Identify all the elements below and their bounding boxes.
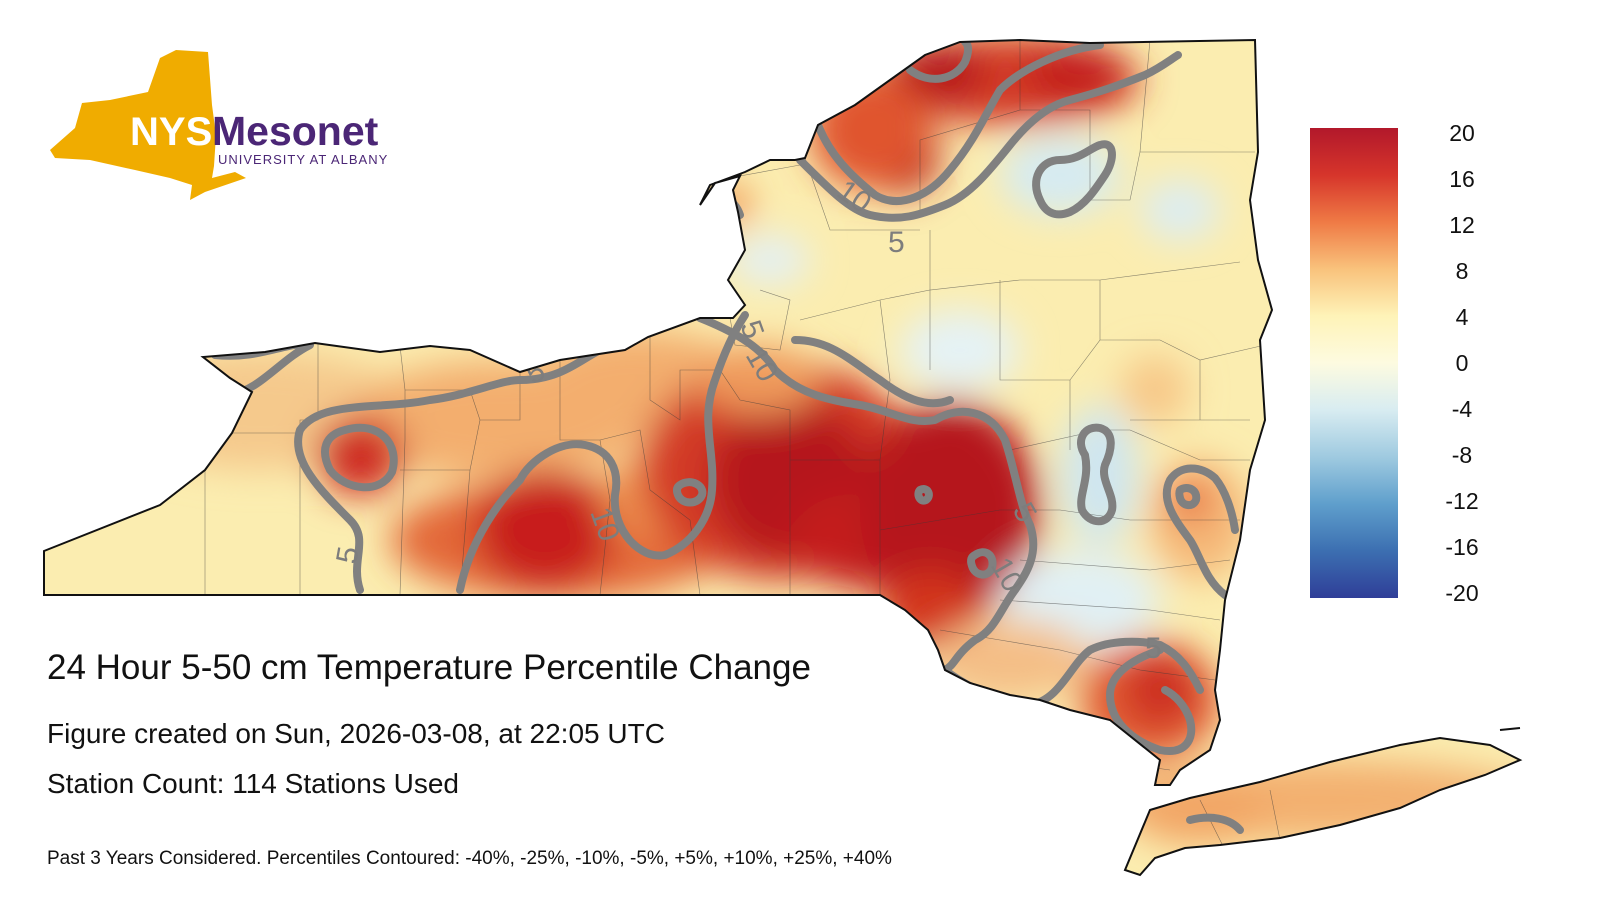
- contour-label: 5: [888, 226, 905, 259]
- contour-line: [1106, 646, 1196, 755]
- colorbar-tick-label: -16: [1445, 534, 1478, 560]
- field-blob: [710, 185, 750, 225]
- county-line: [649, 337, 791, 595]
- contour-line: [1186, 813, 1244, 834]
- colorbar-gradient: [1310, 128, 1398, 598]
- colorbar-tick-label: 20: [1449, 120, 1475, 146]
- field-blob: [730, 235, 810, 285]
- colorbar-tick-label: 12: [1449, 212, 1475, 238]
- logo-mesonet-text: Mesonet: [212, 108, 379, 154]
- contour-line: [914, 485, 933, 505]
- contour-line: [814, 41, 1104, 205]
- colorbar-tick-label: -8: [1452, 442, 1472, 468]
- contour-line: [321, 423, 398, 492]
- percentile-contours: [211, 40, 1244, 834]
- colorbar: 20 16 12 8 4 0 -4 -8 -12 -16 -20: [1310, 120, 1479, 606]
- county-line: [400, 372, 521, 596]
- contour-line: [791, 336, 954, 408]
- island-boundary: [1499, 727, 1521, 731]
- field-blob: [1125, 655, 1195, 725]
- contour-line: [294, 346, 604, 594]
- contour-line: [906, 40, 972, 83]
- colorbar-tick-label: 8: [1456, 258, 1469, 284]
- field-blob: [810, 70, 930, 190]
- contour-line: [1175, 484, 1201, 509]
- logo-nys-text: NYS: [130, 110, 212, 154]
- contour-line: [796, 51, 1182, 222]
- colorbar-tick-label: 0: [1456, 350, 1469, 376]
- colorbar-tick-label: -12: [1445, 488, 1478, 514]
- colorbar-tick-label: -20: [1445, 580, 1478, 606]
- colorbar-tick-label: 16: [1449, 166, 1475, 192]
- colorbar-tick-label: -4: [1452, 396, 1473, 422]
- field-blob: [1140, 180, 1220, 240]
- contour-label: 5: [1145, 632, 1162, 665]
- long-island-boundary: [1123, 736, 1523, 877]
- county-line: [790, 299, 1001, 595]
- county-line: [1009, 380, 1250, 461]
- contour-line: [672, 478, 707, 507]
- created-timestamp: Figure created on Sun, 2026-03-08, at 22…: [47, 718, 665, 749]
- contour-line: [456, 311, 749, 594]
- footnote: Past 3 Years Considered. Percentiles Con…: [47, 848, 892, 869]
- colorbar-ticks: 20 16 12 8 4 0 -4 -8 -12 -16 -20: [1445, 120, 1478, 606]
- contour-line: [696, 314, 1038, 674]
- field-blob: [700, 345, 820, 415]
- field-blob: [475, 470, 615, 590]
- logo-subtitle-text: UNIVERSITY AT ALBANY: [218, 152, 388, 167]
- contour-line: [1032, 140, 1116, 219]
- field-blob: [900, 310, 1020, 390]
- contour-label: 5: [330, 544, 365, 566]
- county-line: [1100, 339, 1266, 421]
- contour-line: [1077, 423, 1117, 526]
- county-line: [559, 360, 701, 596]
- nys-state-shape-icon: [50, 50, 246, 200]
- map-title: 24 Hour 5-50 cm Temperature Percentile C…: [47, 648, 811, 687]
- state-boundary: [43, 38, 1274, 786]
- station-count: Station Count: 114 Stations Used: [47, 768, 459, 799]
- colorbar-tick-label: 4: [1456, 304, 1469, 330]
- field-blob: [1120, 355, 1190, 425]
- state-outline: [43, 38, 1523, 877]
- mesonet-logo: NYS Mesonet UNIVERSITY AT ALBANY: [50, 50, 388, 200]
- contour-line: [1162, 464, 1239, 599]
- contour-line: [967, 548, 997, 579]
